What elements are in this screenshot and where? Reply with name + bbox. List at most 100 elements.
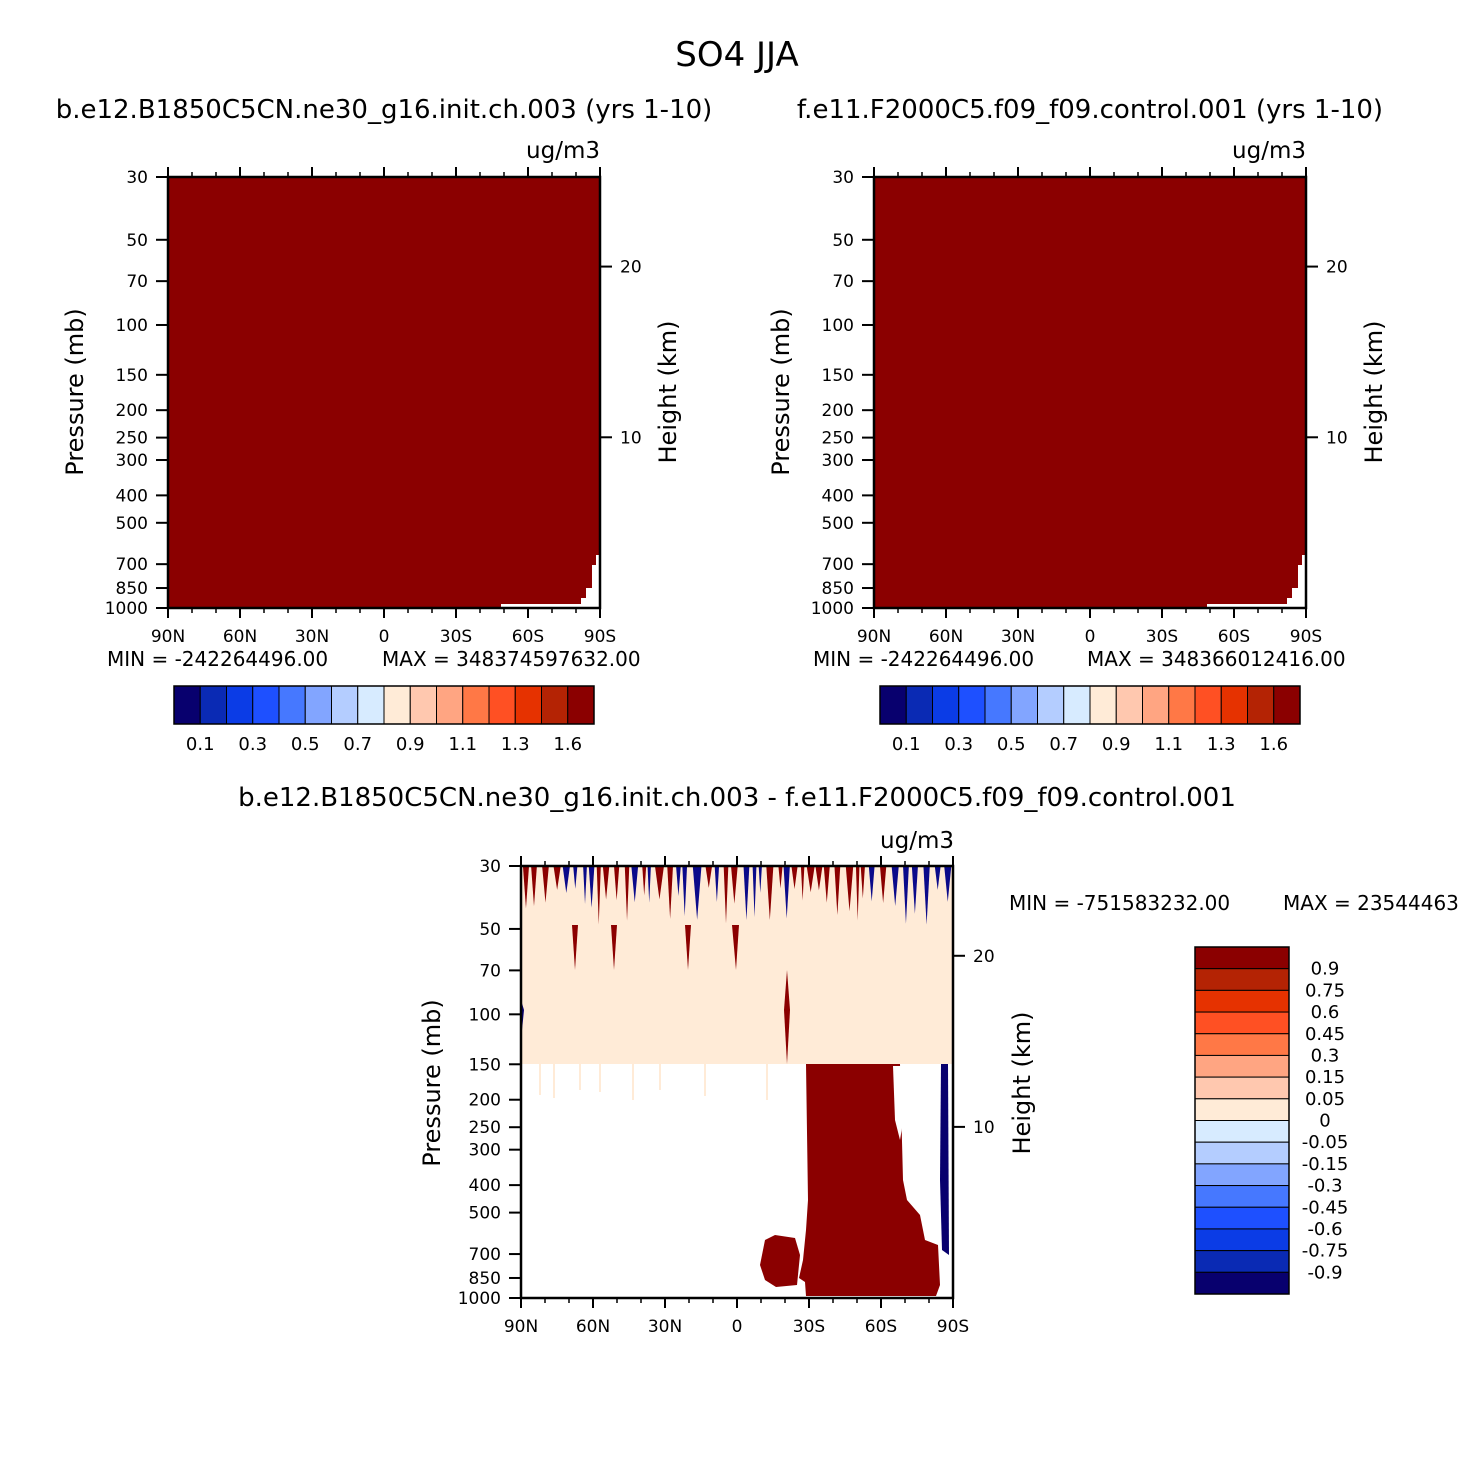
panel-title: b.e12.B1850C5CN.ne30_g16.init.ch.003 - f… [238,783,1236,813]
noisy-top-layer [521,867,953,925]
x-tick-label: 0 [1085,627,1096,647]
colorbar-swatch [1194,1228,1290,1252]
noise-spike [642,867,647,896]
units-label: ug/m3 [880,828,954,854]
colorbar-label: 0.9 [1311,959,1340,980]
colorbar-swatch [1194,946,1290,970]
noise-spike [631,867,639,903]
noise-spike [778,867,783,889]
colorbar-swatch [879,685,907,725]
field-fill [168,177,600,608]
noise-spike [714,867,720,902]
noise-spike [845,867,854,912]
y-tick-label: 250 [116,429,148,449]
colorbar-label: -0.3 [1307,1176,1342,1197]
colorbar: 0.90.750.60.450.30.150.050-0.05-0.15-0.3… [1194,946,1348,1295]
colorbar-frame [879,685,1301,725]
y-tick-label: 50 [832,231,854,251]
height-axis-label: Height (km) [654,321,682,464]
y-axis-label: Pressure (mb) [767,308,795,475]
noise-spike [743,867,750,921]
y-tick-label: 100 [469,1005,501,1025]
colorbar-label: 0.05 [1305,1089,1345,1110]
x-axis: 90N 60N 30N 0 30S 60S 90S [151,167,616,647]
colorbar-swatch [514,685,542,725]
colorbar-swatch [1168,685,1196,725]
y-tick-label: 1000 [105,599,148,619]
colorbar-swatch [1194,1011,1290,1035]
noise-spike [682,867,688,917]
noise-spike [531,867,537,907]
y-tick-label: 200 [822,401,854,421]
noise-spike [860,867,865,899]
y-tick-label: 300 [116,451,148,471]
noise-spike [723,867,729,924]
colorbar-swatch [226,685,254,725]
noise-spike [667,867,673,919]
noise-spike [823,867,830,903]
y-tick-label: 850 [469,1269,501,1289]
noise-spike [602,867,610,900]
y-tick-label: 400 [469,1176,501,1196]
height-tick-label: 20 [973,947,995,967]
gap [893,1066,905,1140]
noise-spike [944,867,952,902]
max-value: MAX = 23544463 [1283,891,1459,915]
missing-area [501,555,600,608]
x-tick-label: 90S [937,1317,969,1337]
colorbar-swatch [462,685,490,725]
max-value: MAX = 348366012416.00 [1087,647,1346,671]
noise-spike [583,867,587,904]
colorbar-swatch [173,685,201,725]
noise-spike [800,867,805,901]
noise-spike [834,867,841,916]
x-tick-label: 60N [223,627,257,647]
noise-spike [553,867,561,890]
noise-spike [911,867,918,914]
positive-patch [760,1235,800,1287]
colorbar-swatch [436,685,464,725]
y-tick-label: 70 [832,272,854,292]
colorbar-label: 1.3 [1207,734,1236,755]
colorbar-label: 0.5 [997,734,1026,755]
noise-spike [542,867,549,903]
colorbar-label: 1.6 [553,734,582,755]
y-tick-label: 200 [116,401,148,421]
positive-spikes [572,925,790,1064]
x-tick-label: 90N [857,627,891,647]
y-tick-label: 70 [479,961,501,981]
y-tick-label: 500 [822,514,854,534]
noise-spike [573,867,578,889]
colorbar-label: 0.1 [892,734,921,755]
colorbar-label: 0.9 [396,734,425,755]
colorbar-label: 0.6 [1311,1002,1340,1023]
height-tick-label: 20 [620,258,642,278]
height-tick-label: 10 [620,428,642,448]
noise-spike [655,867,664,900]
colorbar-label: 0.1 [186,734,215,755]
x-axis: 90N 60N 30N 0 30S 60S 90S [857,167,1322,647]
y-tick-label: 300 [822,451,854,471]
colorbar-swatch [488,685,516,725]
colorbar-swatch [1037,685,1065,725]
colorbar-swatch [199,685,227,725]
colorbar-swatch [1273,685,1301,725]
colorbar-swatch [1194,1206,1290,1230]
colorbar-swatch [932,685,960,725]
noise-spike [791,867,798,889]
min-value: MIN = -751583232.00 [1009,891,1230,915]
y-tick-label: 500 [116,514,148,534]
colorbar-swatch [1194,1250,1290,1273]
colorbar-swatch [1194,1098,1290,1121]
noise-spike [588,867,595,908]
y-axis-label: Pressure (mb) [61,308,89,475]
colorbar-swatch [383,685,411,725]
colorbar-label: 0.75 [1305,980,1345,1001]
height-axis-label: Height (km) [1360,321,1388,464]
colorbar-swatch [1194,1054,1290,1078]
height-tick-label: 20 [1326,258,1348,278]
x-tick-label: 90S [584,627,616,647]
